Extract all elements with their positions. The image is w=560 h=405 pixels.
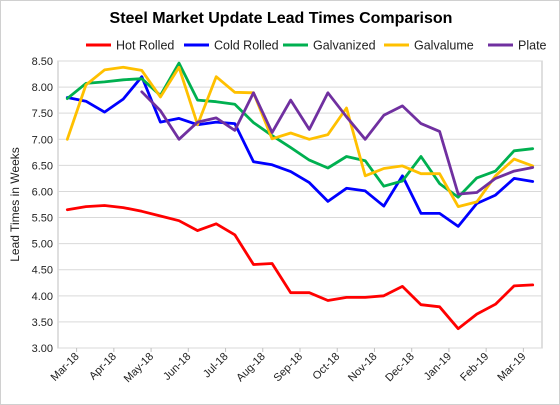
y-tick-label: 4.00	[32, 291, 53, 303]
legend-item-hot-rolled: Hot Rolled	[86, 39, 174, 53]
x-tick-label: Sep-18	[272, 351, 306, 385]
y-tick-label: 3.00	[32, 343, 53, 355]
x-tick-label: Jul-18	[201, 351, 231, 381]
legend-item-galvalume: Galvalume	[384, 39, 474, 53]
legend-item-galvanized: Galvanized	[283, 39, 376, 53]
legend-label: Hot Rolled	[116, 39, 174, 53]
y-tick-label: 7.50	[32, 108, 53, 120]
y-tick-label: 4.50	[32, 265, 53, 277]
y-tick-label: 3.50	[32, 317, 53, 329]
y-axis-title: Lead Times in Weeks	[8, 147, 22, 262]
series-line-galvanized	[65, 61, 535, 199]
x-tick-label: Apr-18	[87, 351, 119, 383]
x-tick-label: Jan-19	[422, 351, 454, 383]
legend-label: Cold Rolled	[214, 39, 279, 53]
legend-layer: Hot Rolled Cold Rolled Galvanized Galvalume…	[86, 39, 547, 53]
y-tick-label: 8.50	[32, 56, 53, 68]
x-tick-label: Oct-18	[311, 351, 343, 383]
y-tick-label: 6.50	[32, 160, 53, 172]
x-tick-label: Aug-18	[234, 351, 268, 385]
y-tick-label: 6.00	[32, 186, 53, 198]
legend-item-plate: Plate	[488, 39, 547, 53]
legend-label: Galvalume	[414, 39, 474, 53]
y-tick-label: 5.50	[32, 213, 53, 225]
series-line-cold-rolled	[65, 75, 535, 228]
y-tick-label: 5.00	[32, 239, 53, 251]
legend-item-cold-rolled: Cold Rolled	[184, 39, 279, 53]
y-tick-label: 8.00	[32, 82, 53, 94]
x-tick-label: Jun-18	[161, 351, 193, 383]
x-tick-label: May-18	[122, 351, 156, 385]
x-tick-label: Nov-18	[346, 351, 380, 385]
series-layer	[65, 61, 535, 331]
x-tick-label: Dec-18	[383, 351, 417, 385]
legend-label: Plate	[518, 39, 547, 53]
x-tick-label: Feb-19	[458, 351, 491, 384]
series-line-hot-rolled	[65, 204, 535, 331]
y-tick-label: 7.00	[32, 134, 53, 146]
x-tick-label: Mar-19	[495, 351, 528, 384]
legend-label: Galvanized	[313, 39, 376, 53]
x-tick-label: Mar-18	[49, 351, 82, 384]
series-line-galvalume	[65, 65, 535, 209]
chart-title: Steel Market Update Lead Times Compariso…	[109, 10, 453, 27]
series-line-plate	[140, 90, 535, 196]
